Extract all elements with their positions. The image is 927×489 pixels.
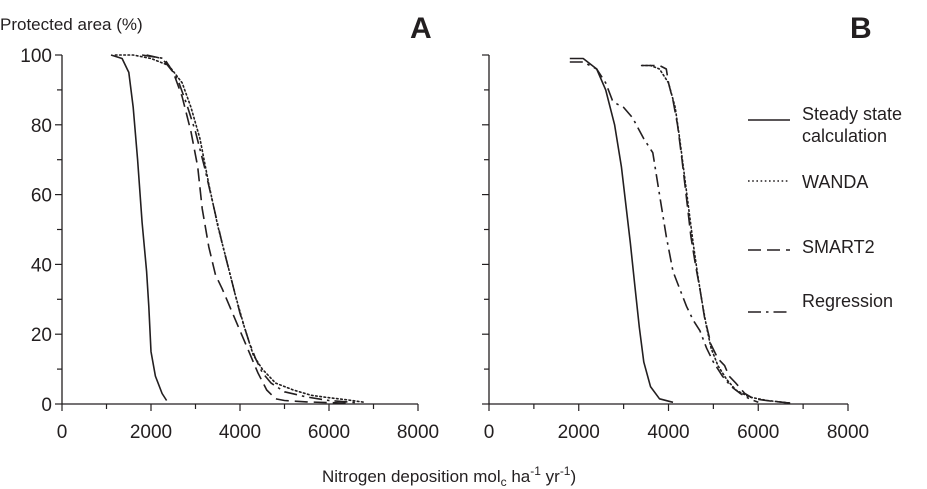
panel-letter-a: A [410,12,432,45]
panel-b-x-tick-label: 0 [484,422,495,443]
legend-label-dashdot: Regression [802,291,893,311]
panel-b-x-tick-label: 8000 [827,422,869,443]
panel-b-chart: 0 2000 4000 6000 8000 [482,54,869,443]
legend-label-solid: Steady state [802,104,902,124]
x-axis-title-superscript-2: -1 [560,464,571,478]
legend-label-dashed: SMART2 [802,237,875,257]
x-axis-title-superscript-1: -1 [530,464,541,478]
panel-a-x-tick-label: 0 [57,422,68,443]
panel-letter-b: B [850,12,872,45]
panel-a-y-tick-label: 100 [20,46,52,67]
panel-b-x-tick-label: 6000 [737,422,779,443]
legend-label-dotted: WANDA [802,172,868,192]
panel-a-x-tick-label: 2000 [130,422,172,443]
x-axis-title-ha: ha [507,467,531,486]
panel-b-series-dashdot [569,61,759,404]
panel-a-y-tick-label: 0 [41,395,52,416]
x-axis-title: Nitrogen deposition molc ha-1 yr-1) [322,464,576,489]
panel-b-x-tick-label: 4000 [647,422,689,443]
y-axis-title: Protected area (%) [0,15,143,34]
panel-b-series-dashed [641,64,790,404]
panel-a-x-tick-label: 4000 [219,422,261,443]
panel-a-series-dashed [146,54,352,405]
panel-a-series-solid [110,54,168,401]
x-axis-title-subscript: c [501,475,507,489]
x-axis-title-end: ) [570,467,576,486]
x-axis-title-yr: yr [541,467,560,486]
x-axis-title-main: Nitrogen deposition mol [322,467,501,486]
panel-a-y-tick-label: 40 [31,255,52,276]
panel-a-y-tick-label: 80 [31,116,52,137]
panel-b-x-tick-label: 2000 [558,422,600,443]
panel-a-y-tick-label: 20 [31,325,52,346]
legend-label-solid: calculation [802,126,887,146]
panel-a-y-tick-label: 60 [31,186,52,207]
panel-b-series-solid [569,57,674,404]
panel-a-series-dashdot [141,54,356,404]
panel-a-x-tick-label: 8000 [397,422,439,443]
panel-a-x-tick-label: 6000 [308,422,350,443]
panel-a-series-dotted [114,54,366,404]
panel-a-chart: 0 2000 4000 6000 8000 0 20 40 60 80 100 [20,46,439,443]
